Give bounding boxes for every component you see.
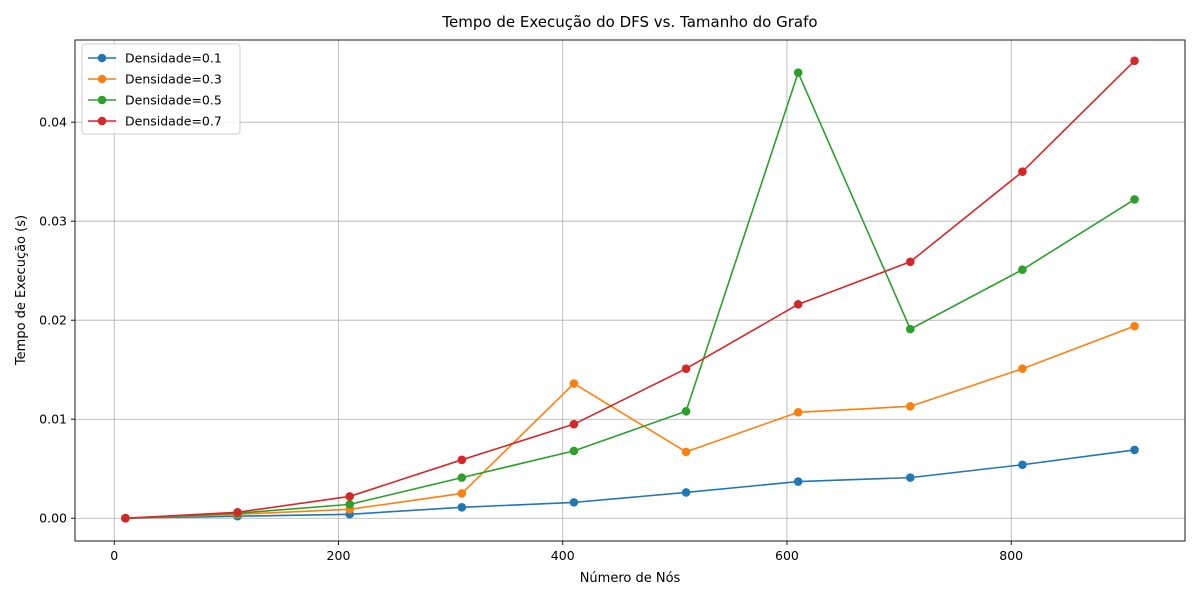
data-point xyxy=(457,473,467,482)
data-point xyxy=(793,68,803,77)
y-tick-label: 0.03 xyxy=(39,214,67,229)
data-point xyxy=(906,473,915,482)
data-point xyxy=(681,406,691,416)
data-point xyxy=(345,492,354,501)
data-point xyxy=(457,455,467,465)
data-point xyxy=(121,513,130,523)
y-axis: 0.00 0.01 0.02 0.03 0.04 xyxy=(39,115,75,526)
plot-area xyxy=(75,40,1185,541)
y-tick-label: 0.02 xyxy=(39,313,67,328)
legend-swatch-marker xyxy=(97,95,107,105)
x-tick-label: 400 xyxy=(551,548,575,563)
data-point xyxy=(1018,460,1027,470)
series-layer xyxy=(121,56,1139,523)
data-point xyxy=(457,489,467,498)
legend-label: Densidade=0.1 xyxy=(125,51,222,66)
legend-swatch-marker xyxy=(97,116,107,126)
legend-label: Densidade=0.5 xyxy=(125,93,222,108)
y-tick-label: 0.00 xyxy=(39,511,67,526)
data-point xyxy=(569,419,579,429)
x-tick-label: 600 xyxy=(775,548,799,563)
y-tick-label: 0.01 xyxy=(39,412,67,427)
data-point xyxy=(1130,321,1139,331)
x-axis-label: Número de Nós xyxy=(580,571,681,586)
data-point xyxy=(906,257,915,267)
data-point xyxy=(1130,195,1139,204)
legend-item: Densidade=0.3 xyxy=(88,72,222,87)
data-point xyxy=(1018,364,1027,374)
data-point xyxy=(793,407,803,417)
legend-item: Densidade=0.1 xyxy=(88,51,222,66)
series-line xyxy=(125,449,1135,520)
series-line xyxy=(125,325,1135,520)
data-point xyxy=(906,402,915,411)
series-4 xyxy=(121,56,1139,523)
legend-label: Densidade=0.7 xyxy=(125,114,222,129)
data-point xyxy=(681,447,691,457)
x-axis: 0 200 400 600 800 xyxy=(110,541,1023,563)
legend-item: Densidade=0.5 xyxy=(88,93,222,108)
data-point xyxy=(1130,445,1139,455)
series-line xyxy=(125,60,1136,520)
axes-frame xyxy=(74,39,1186,542)
x-tick-label: 800 xyxy=(999,548,1023,563)
data-point xyxy=(569,379,579,388)
series-line xyxy=(125,71,1135,520)
data-point xyxy=(569,498,579,507)
data-point xyxy=(681,364,691,374)
legend: Densidade=0.1 Densidade=0.3 Densidade=0.5 D… xyxy=(81,43,241,135)
y-tick-label: 0.04 xyxy=(39,115,67,130)
y-axis-label: Tempo de Execução (s) xyxy=(14,215,29,366)
data-point xyxy=(1018,167,1027,176)
data-point xyxy=(1018,265,1027,275)
plot-background xyxy=(75,40,1185,541)
legend-label: Densidade=0.3 xyxy=(125,72,222,87)
data-point xyxy=(345,500,354,509)
x-tick-label: 0 xyxy=(110,548,118,563)
legend-box xyxy=(81,43,241,135)
legend-item: Densidade=0.7 xyxy=(88,114,222,129)
chart-title: Tempo de Execução do DFS vs. Tamanho do … xyxy=(441,13,817,31)
data-point xyxy=(457,503,467,512)
data-point xyxy=(906,324,915,334)
axes-spines xyxy=(74,39,1186,542)
data-point xyxy=(233,507,242,517)
data-point xyxy=(793,300,803,309)
x-tick-label: 200 xyxy=(327,548,351,563)
legend-swatch-marker xyxy=(97,74,107,84)
data-point xyxy=(569,446,579,456)
data-point xyxy=(793,477,803,486)
grid xyxy=(75,40,1185,541)
series-3 xyxy=(121,68,1139,523)
data-point xyxy=(1130,56,1139,66)
legend-swatch-marker xyxy=(97,53,107,63)
data-point xyxy=(681,488,691,497)
